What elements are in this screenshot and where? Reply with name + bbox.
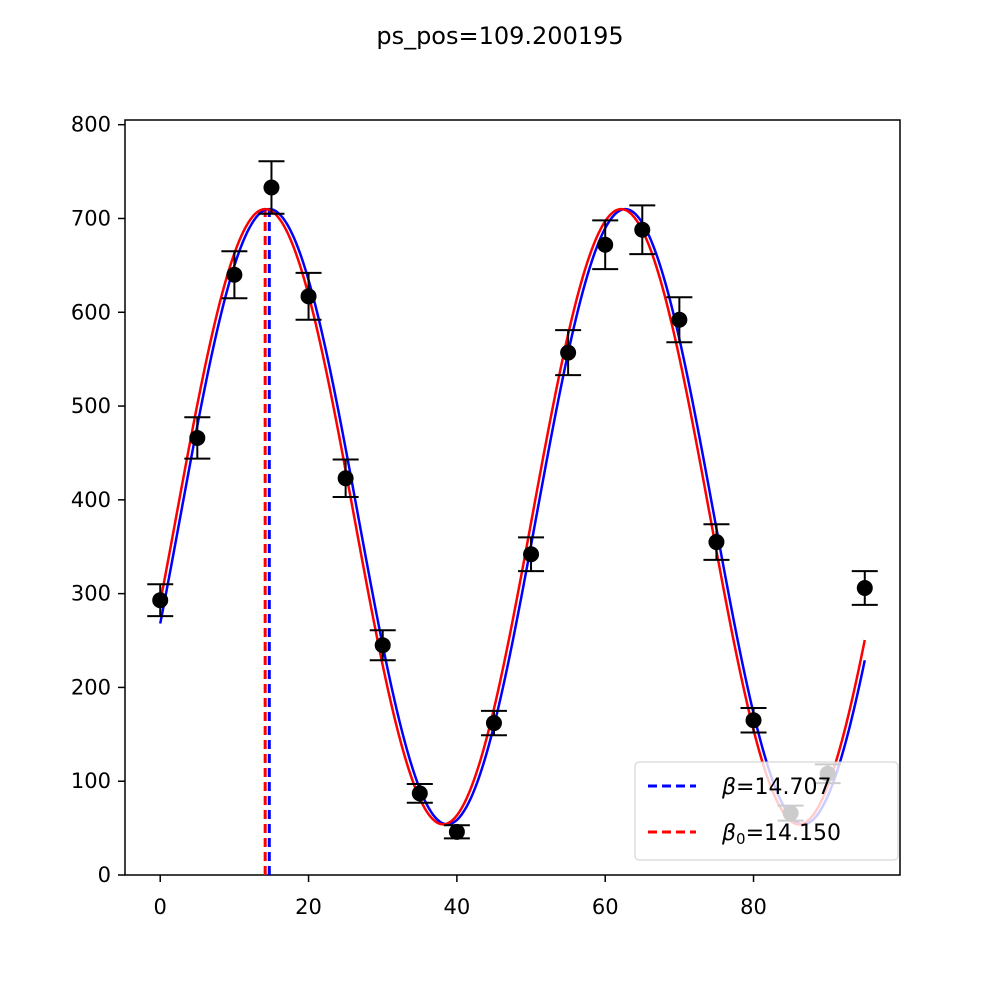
y-tick-label: 600	[71, 300, 111, 324]
data-point	[634, 221, 651, 238]
chart-title: ps_pos=109.200195	[376, 22, 623, 50]
y-tick-label: 700	[71, 206, 111, 230]
y-tick-label: 200	[71, 675, 111, 699]
data-point	[671, 311, 688, 328]
x-tick-label: 60	[592, 895, 619, 919]
data-point	[226, 266, 243, 283]
fit-curve-beta	[159, 207, 866, 826]
data-point	[337, 470, 354, 487]
x-tick-label: 40	[444, 895, 471, 919]
data-point	[523, 546, 540, 563]
legend-frame	[634, 761, 899, 861]
data-point	[597, 236, 614, 253]
data-point	[263, 179, 280, 196]
data-point	[189, 429, 206, 446]
x-tick-label: 80	[740, 895, 767, 919]
data-point	[745, 712, 762, 729]
y-tick-label: 500	[71, 394, 111, 418]
y-tick-label: 0	[98, 863, 111, 887]
legend: β=14.707 β0=14.150	[634, 761, 899, 861]
data-point	[560, 344, 577, 361]
data-point	[152, 592, 169, 609]
x-tick-label: 0	[154, 895, 167, 919]
data-point	[708, 534, 725, 551]
data-point	[448, 823, 465, 840]
data-point	[411, 785, 428, 802]
y-tick-label: 300	[71, 582, 111, 606]
data-point	[300, 288, 317, 305]
legend-label-beta: β=14.707	[721, 775, 831, 800]
legend-label-beta0: β0=14.150	[721, 821, 841, 848]
fit-curve-beta0	[159, 207, 866, 826]
y-tick-label: 800	[71, 113, 111, 137]
x-tick-label: 20	[295, 895, 322, 919]
data-point	[374, 637, 391, 654]
y-tick-label: 100	[71, 769, 111, 793]
y-tick-label: 400	[71, 488, 111, 512]
data-point	[485, 715, 502, 732]
plot-area-frame	[124, 119, 901, 876]
data-point	[856, 580, 873, 597]
